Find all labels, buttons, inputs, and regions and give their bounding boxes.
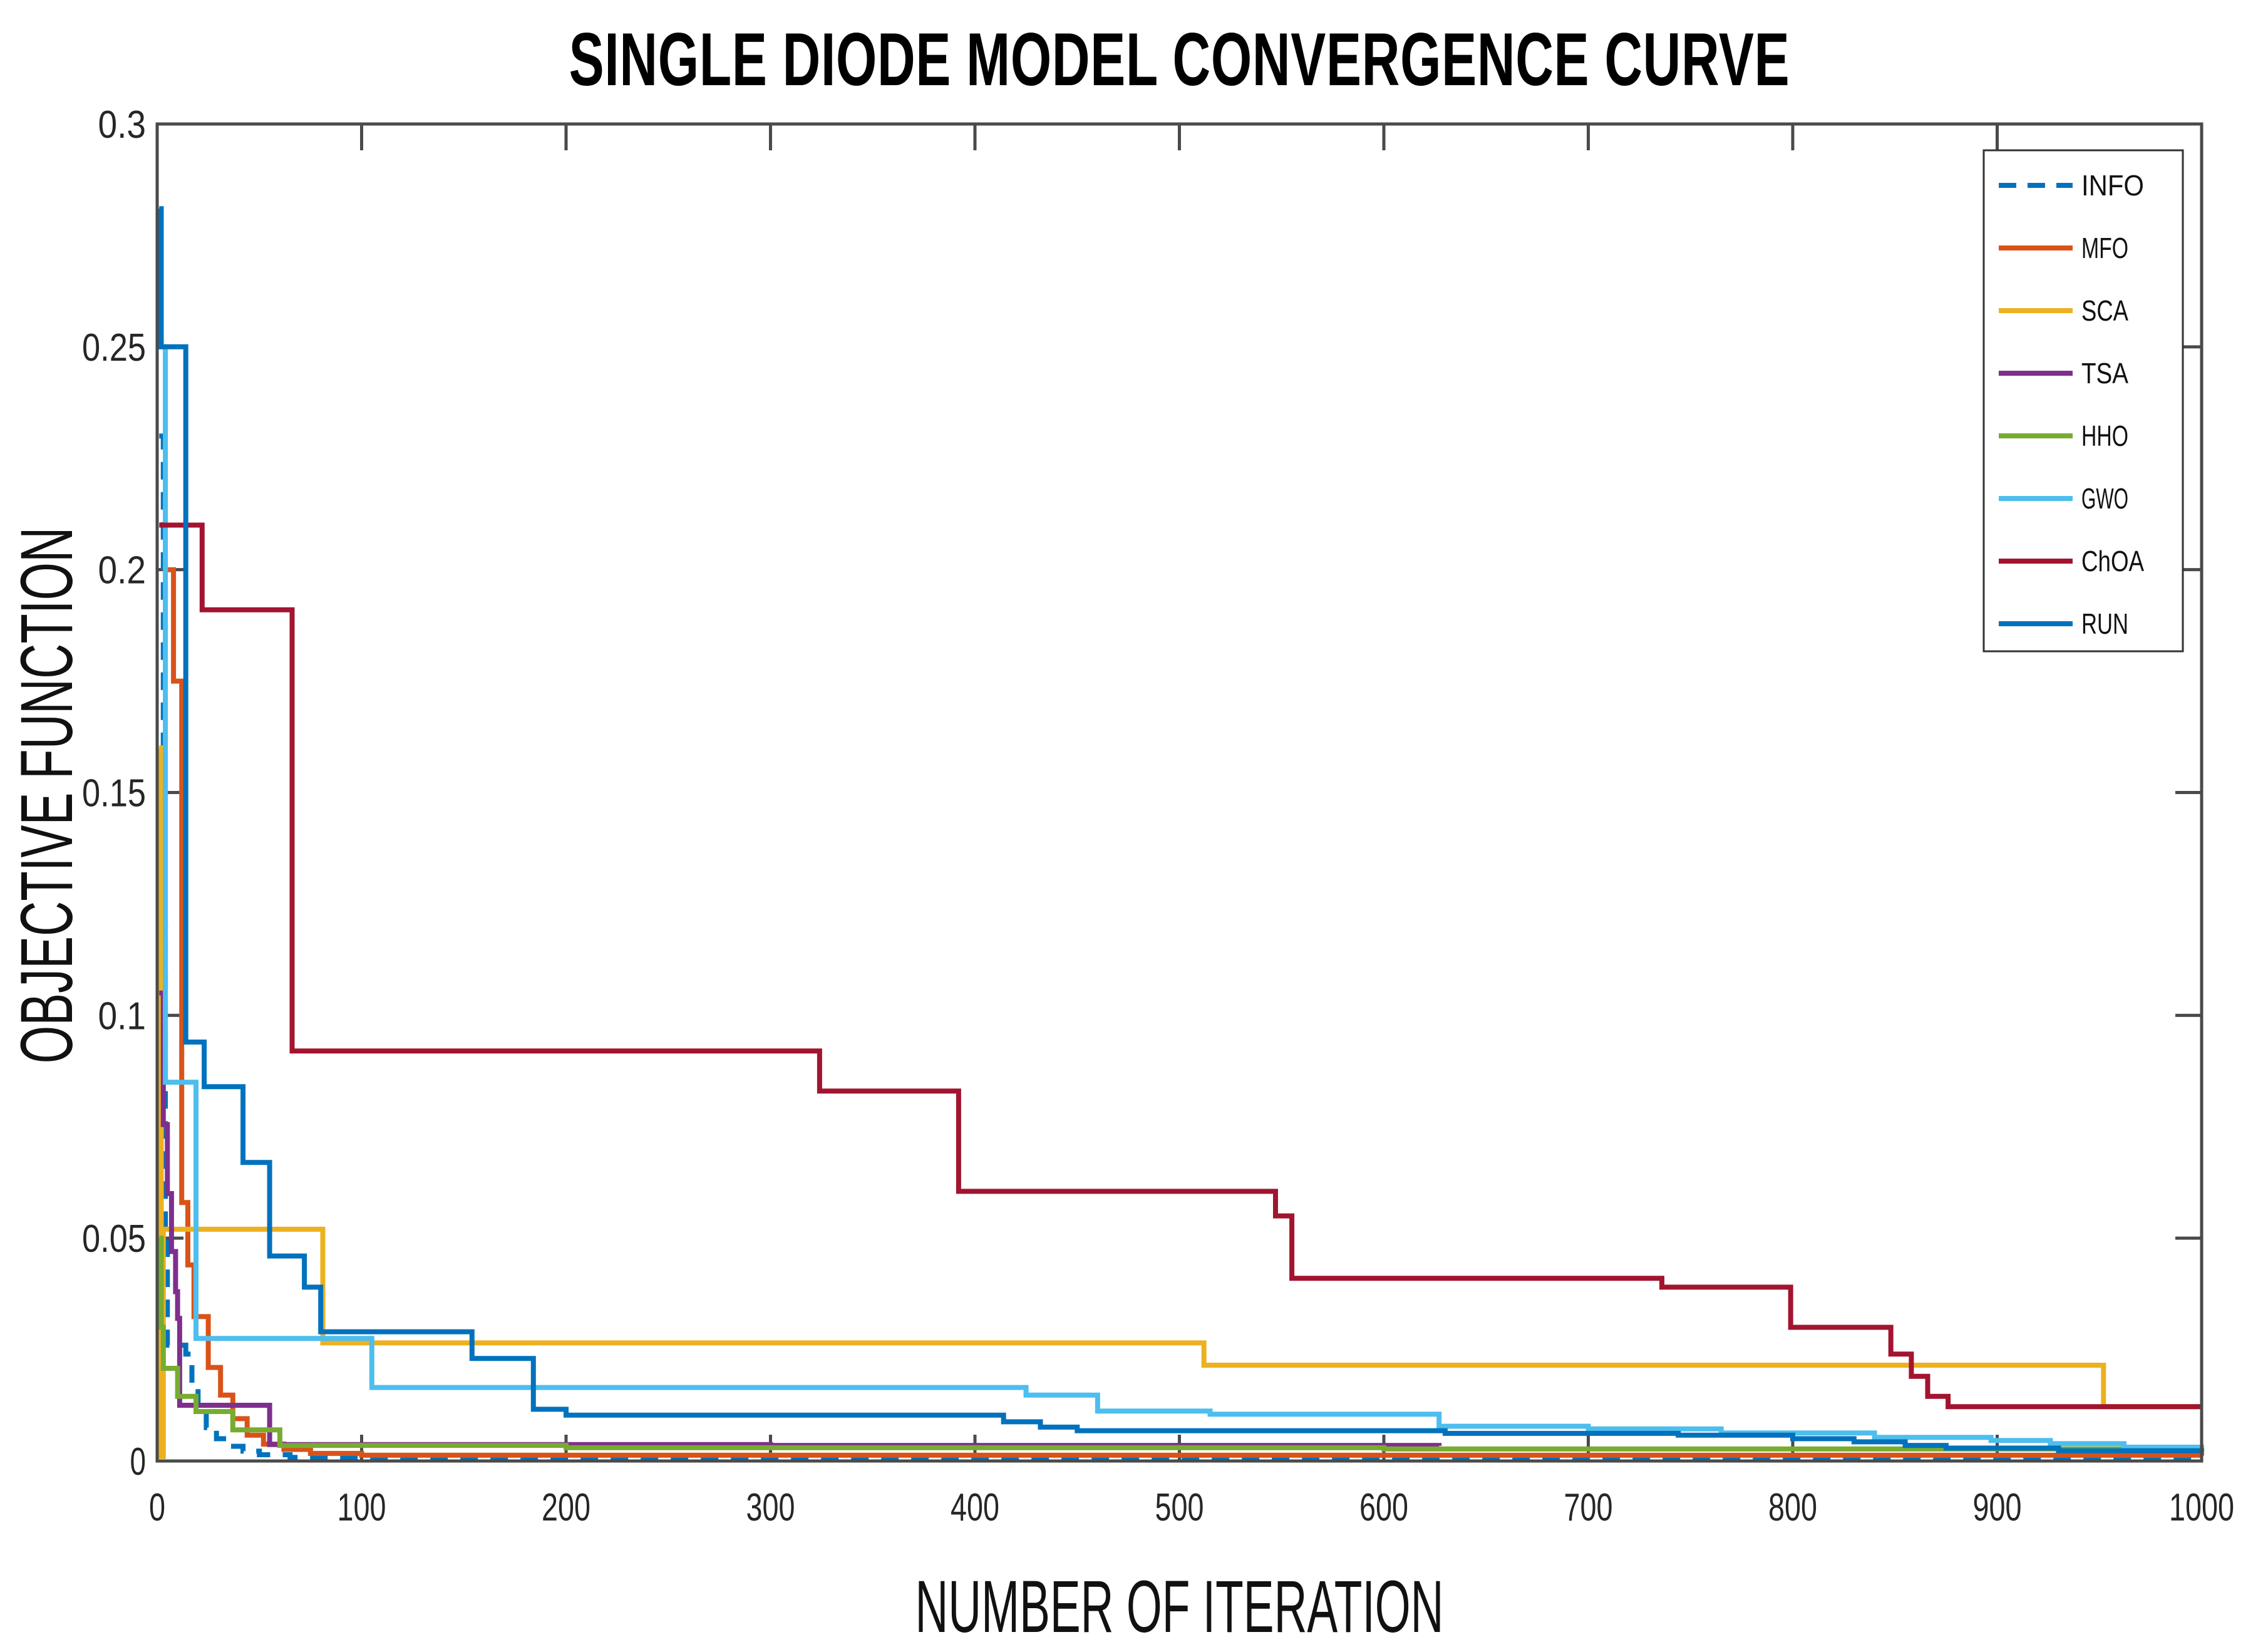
legend-label-MFO: MFO: [2081, 232, 2128, 264]
series-line-MFO: [165, 567, 2204, 1458]
x-tick-label: 400: [951, 1486, 999, 1529]
legend-label-ChOA: ChOA: [2081, 545, 2144, 577]
x-tick-label: 700: [1564, 1486, 1613, 1529]
legend-label-TSA: TSA: [2081, 357, 2128, 390]
legend-label-GWO: GWO: [2081, 482, 2128, 515]
y-tick-label: 0.2: [98, 549, 147, 592]
plot-box: [155, 122, 2204, 1463]
x-tick-label: 800: [1768, 1486, 1817, 1529]
y-tick-label: 0.3: [98, 103, 147, 147]
y-tick-label: 0.1: [98, 994, 147, 1038]
y-tick-label: 0.25: [82, 326, 146, 369]
legend-label-HHO: HHO: [2081, 420, 2128, 452]
x-tick-label: 500: [1155, 1486, 1204, 1529]
x-tick-label: 600: [1359, 1486, 1408, 1529]
chart-title: SINGLE DIODE MODEL CONVERGENCE CURVE: [569, 18, 1790, 101]
series-line-HHO: [158, 1236, 2204, 1452]
series-line-RUN: [158, 206, 2204, 1453]
series-line-GWO: [159, 344, 2204, 1450]
y-tick-label: 0.15: [82, 772, 146, 815]
series-line-INFO: [159, 433, 2204, 1460]
x-tick-label: 0: [149, 1486, 165, 1529]
x-tick-label: 1000: [2169, 1486, 2234, 1529]
x-axis-label: NUMBER OF ITERATION: [915, 1566, 1444, 1647]
x-tick-label: 300: [746, 1486, 795, 1529]
y-axis-label-text: OBJECTIVE FUNCTION: [6, 527, 88, 1064]
legend-label-INFO: INFO: [2081, 169, 2144, 202]
x-tick-label: 100: [338, 1486, 386, 1529]
series-line-TSA: [159, 990, 1442, 1448]
y-tick-label: 0: [130, 1440, 147, 1484]
y-tick-label: 0.05: [82, 1217, 146, 1261]
x-tick-label: 900: [1973, 1486, 2022, 1529]
legend-label-RUN: RUN: [2081, 607, 2128, 640]
legend-label-SCA: SCA: [2081, 294, 2128, 327]
series-line-ChOA: [159, 522, 2202, 1410]
legend: [1982, 149, 2184, 653]
series-line-SCA: [158, 745, 2202, 1459]
x-tick-label: 200: [542, 1486, 590, 1529]
